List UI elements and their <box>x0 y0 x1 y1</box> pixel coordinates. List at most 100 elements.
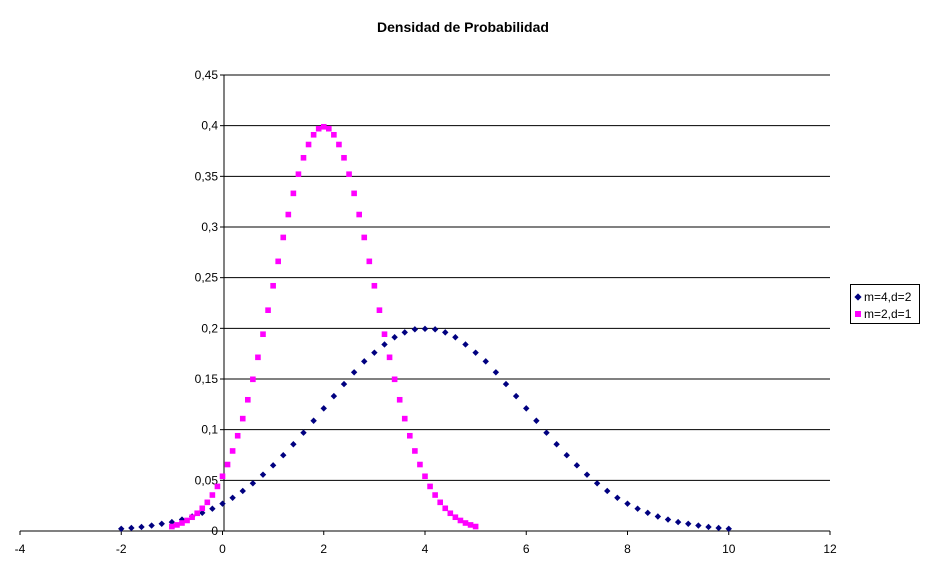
data-point <box>326 125 332 132</box>
x-tick-label: 10 <box>722 542 736 556</box>
data-point <box>472 349 479 356</box>
legend-entry-series-1: m=4,d=2 <box>854 288 919 305</box>
data-point <box>138 523 145 531</box>
x-tick-label: -2 <box>116 542 127 556</box>
data-point <box>462 520 469 526</box>
data-point <box>614 494 621 501</box>
data-point <box>330 392 338 400</box>
data-point <box>533 417 540 424</box>
data-point <box>381 331 388 338</box>
data-point <box>452 334 459 341</box>
data-point <box>437 499 443 506</box>
data-point <box>427 483 433 490</box>
data-point <box>512 392 520 400</box>
data-point <box>336 141 342 148</box>
x-tick-label: 12 <box>823 542 837 556</box>
data-point <box>199 505 206 512</box>
data-point <box>583 471 591 478</box>
series-layer <box>118 123 732 532</box>
data-point <box>290 190 297 197</box>
y-tick-label: 0,05 <box>195 473 219 487</box>
data-point <box>214 483 221 490</box>
data-point <box>442 505 449 512</box>
data-point <box>467 522 474 528</box>
data-point <box>376 307 383 313</box>
data-point <box>310 131 317 138</box>
data-point <box>421 325 429 333</box>
data-point <box>148 522 155 529</box>
data-point <box>695 522 702 529</box>
data-point <box>275 258 281 265</box>
data-point <box>269 462 277 469</box>
legend-label-series-1: m=4,d=2 <box>864 289 912 304</box>
data-point <box>320 405 327 412</box>
data-point <box>300 429 307 436</box>
data-point <box>563 452 570 459</box>
data-point <box>401 329 408 336</box>
data-point <box>346 171 352 178</box>
data-point <box>401 415 408 422</box>
data-point <box>447 510 454 517</box>
data-point <box>340 380 348 388</box>
data-point <box>366 258 373 265</box>
data-point <box>174 522 180 528</box>
data-point <box>593 480 601 487</box>
y-tick-label: 0 <box>211 524 218 538</box>
data-point <box>270 282 276 289</box>
axes <box>20 75 830 532</box>
data-point <box>259 471 267 478</box>
data-point <box>361 358 368 365</box>
x-tick-label: 0 <box>219 542 226 556</box>
data-point <box>654 513 662 520</box>
data-point <box>305 141 312 148</box>
data-point <box>118 525 125 532</box>
data-point <box>204 499 211 506</box>
legend: m=4,d=2 m=2,d=1 <box>850 284 920 324</box>
data-point <box>411 326 419 333</box>
data-point <box>245 396 251 403</box>
data-point <box>224 461 231 468</box>
data-point <box>128 524 135 532</box>
data-point <box>452 514 459 521</box>
data-point <box>239 487 246 495</box>
data-point <box>255 354 261 361</box>
data-point <box>371 349 378 356</box>
data-point <box>341 154 347 161</box>
data-point <box>169 523 175 530</box>
data-point <box>422 473 428 480</box>
data-point <box>664 516 672 523</box>
data-point <box>371 282 378 289</box>
data-point <box>492 369 500 376</box>
data-point <box>331 131 337 138</box>
y-tick-label: 0,25 <box>195 271 219 285</box>
x-tick-label: 8 <box>624 542 631 556</box>
data-point <box>472 523 479 530</box>
y-tick-label: 0,1 <box>201 423 218 437</box>
data-point <box>432 492 438 498</box>
legend-entry-series-2: m=2,d=1 <box>855 305 919 322</box>
data-point <box>412 448 418 454</box>
data-point <box>310 417 317 424</box>
chart-title: Densidad de Probabilidad <box>377 19 549 35</box>
data-point <box>685 520 692 528</box>
data-point <box>705 523 712 531</box>
data-point <box>209 505 216 512</box>
data-point <box>386 354 393 361</box>
square-marker-icon <box>855 310 861 317</box>
data-point <box>604 487 611 495</box>
x-tick-label: 2 <box>320 542 327 556</box>
data-point <box>158 520 165 528</box>
data-point <box>361 234 368 241</box>
data-point <box>229 494 236 501</box>
data-point <box>442 329 449 336</box>
data-point <box>300 154 307 161</box>
data-point <box>351 190 357 197</box>
data-point <box>457 517 464 524</box>
data-point <box>624 500 631 507</box>
y-tick-label: 0,2 <box>201 321 218 335</box>
legend-label-series-2: m=2,d=1 <box>864 306 912 321</box>
data-point <box>219 473 226 480</box>
data-point <box>168 518 176 526</box>
y-tick-label: 0,15 <box>195 372 219 386</box>
